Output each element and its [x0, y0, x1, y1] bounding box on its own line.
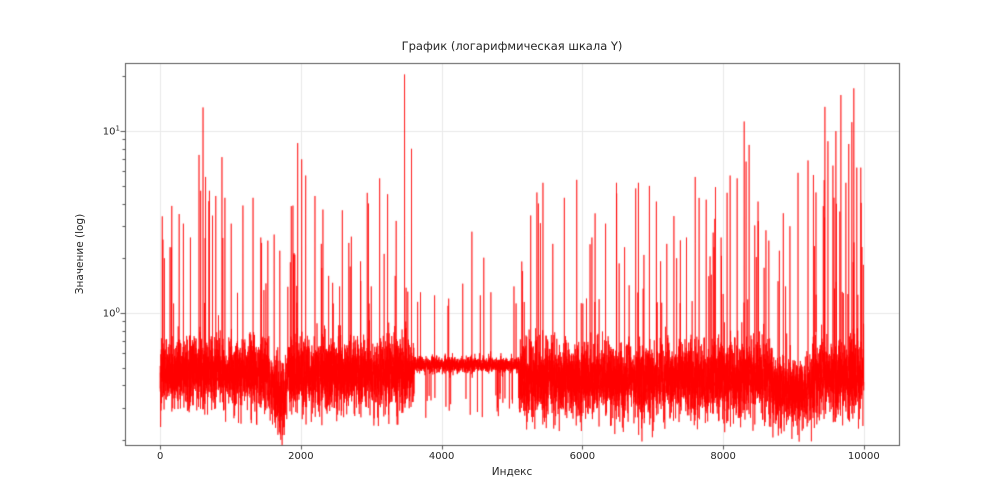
- x-axis-label: Индекс: [491, 466, 533, 478]
- x-tick-label: 4000: [428, 451, 455, 462]
- x-tick-label: 10000: [847, 451, 880, 462]
- x-tick-label: 8000: [710, 451, 736, 462]
- y-tick-label: 100: [102, 306, 120, 320]
- x-tick-label: 0: [156, 451, 164, 462]
- x-tick-label: 6000: [569, 451, 596, 462]
- x-tick-label: 2000: [288, 451, 314, 462]
- chart-title: График (логарифмическая шкала Y): [401, 39, 623, 53]
- y-tick-label: 101: [102, 124, 120, 138]
- y-axis-label: Значение (log): [74, 213, 86, 295]
